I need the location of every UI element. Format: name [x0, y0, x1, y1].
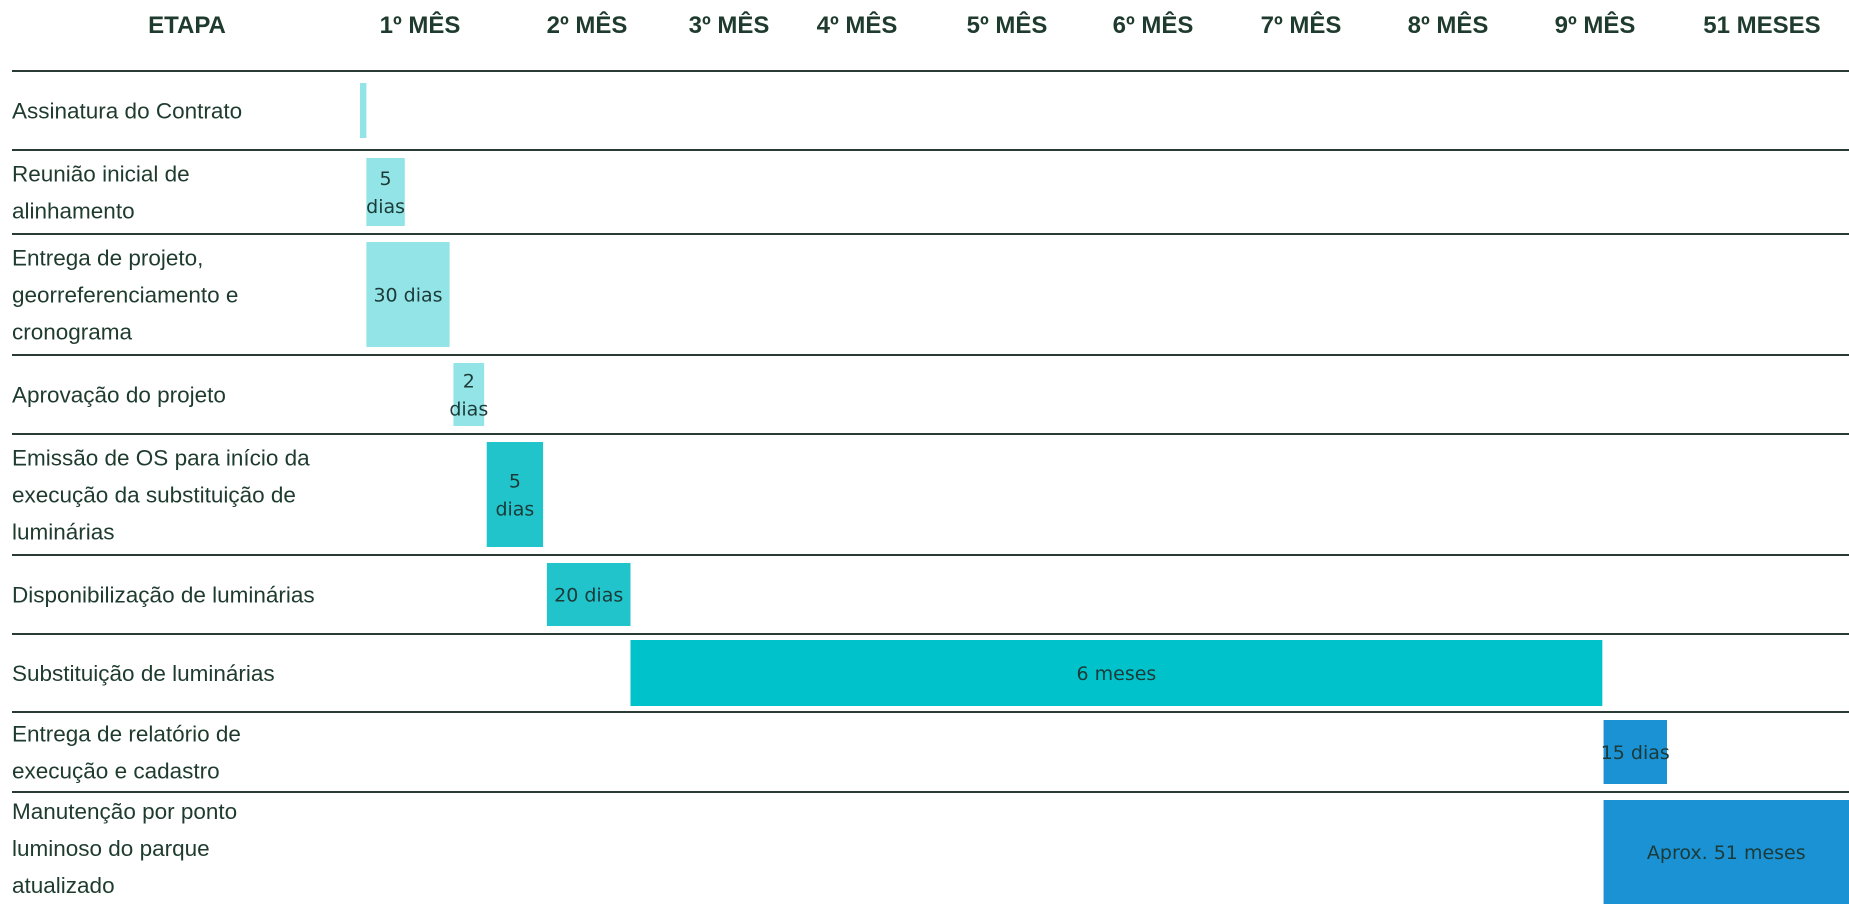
task-name-label: Reunião inicial de [12, 162, 190, 187]
header-period: 5º MÊS [967, 11, 1048, 39]
bar-duration-label: dias [366, 196, 405, 218]
bar-duration-label: Aprox. 51 meses [1647, 842, 1806, 864]
task-bar [630, 640, 1603, 706]
task-bar [486, 442, 544, 547]
task-bar [1603, 720, 1667, 784]
header-row: ETAPA 1º MÊS 2º MÊS 3º MÊS 4º MÊS 5º MÊS 6º MÊ… [148, 11, 1821, 39]
task-labels: Assinatura do Contrato Reunião inicial de… [12, 99, 315, 899]
task-name-label: cronograma [12, 320, 133, 345]
task-name-label: execução e cadastro [12, 759, 220, 784]
task-name-label: Aprovação do projeto [12, 383, 226, 408]
task-name-label: Substituição de luminárias [12, 661, 275, 686]
task-name-label: atualizado [12, 873, 115, 898]
row-separators [12, 70, 1849, 793]
task-bar [1603, 800, 1849, 904]
bar-duration-label: 20 dias [554, 585, 623, 607]
task-name-label: luminárias [12, 520, 115, 545]
header-stage: ETAPA [148, 12, 226, 39]
bar-duration-label: dias [449, 399, 488, 421]
task-name-label: Manutenção por ponto [12, 799, 237, 824]
header-period: 6º MÊS [1113, 11, 1194, 39]
header-period: 1º MÊS [380, 11, 461, 39]
bar-duration-label: 5 [380, 168, 392, 190]
task-name-label: Entrega de relatório de [12, 722, 241, 747]
bar-duration-label: 6 meses [1077, 663, 1157, 685]
task-name-label: Emissão de OS para início da [12, 446, 310, 471]
task-bar [366, 242, 450, 347]
bar-duration-label: 15 dias [1601, 742, 1670, 764]
header-period: 51 MESES [1703, 12, 1820, 39]
bar-duration-label: 30 dias [373, 285, 442, 307]
task-name-label: luminoso do parque [12, 836, 210, 861]
task-bar [546, 563, 631, 626]
task-name-label: Assinatura do Contrato [12, 99, 242, 124]
task-name-label: alinhamento [12, 199, 135, 224]
task-name-label: execução da substituição de [12, 483, 296, 508]
task-bar [366, 158, 405, 226]
header-period: 8º MÊS [1408, 11, 1489, 39]
task-bar [360, 83, 367, 138]
task-name-label: georreferenciamento e [12, 283, 238, 308]
task-name-label: Disponibilização de luminárias [12, 583, 315, 608]
bar-duration-label: dias [495, 499, 534, 521]
header-period: 3º MÊS [689, 11, 770, 39]
header-period: 4º MÊS [817, 11, 898, 39]
header-period: 2º MÊS [547, 11, 628, 39]
task-bars: 5 dias 30 dias 2 dias 5 dias 20 dias 6 meses 15 d… [360, 83, 1849, 904]
bar-duration-label: 5 [509, 471, 521, 493]
bar-duration-label: 2 [463, 371, 475, 393]
header-period: 7º MÊS [1261, 11, 1342, 39]
task-name-label: Entrega de projeto, [12, 246, 203, 271]
task-bar [453, 363, 485, 426]
header-period: 9º MÊS [1555, 11, 1636, 39]
